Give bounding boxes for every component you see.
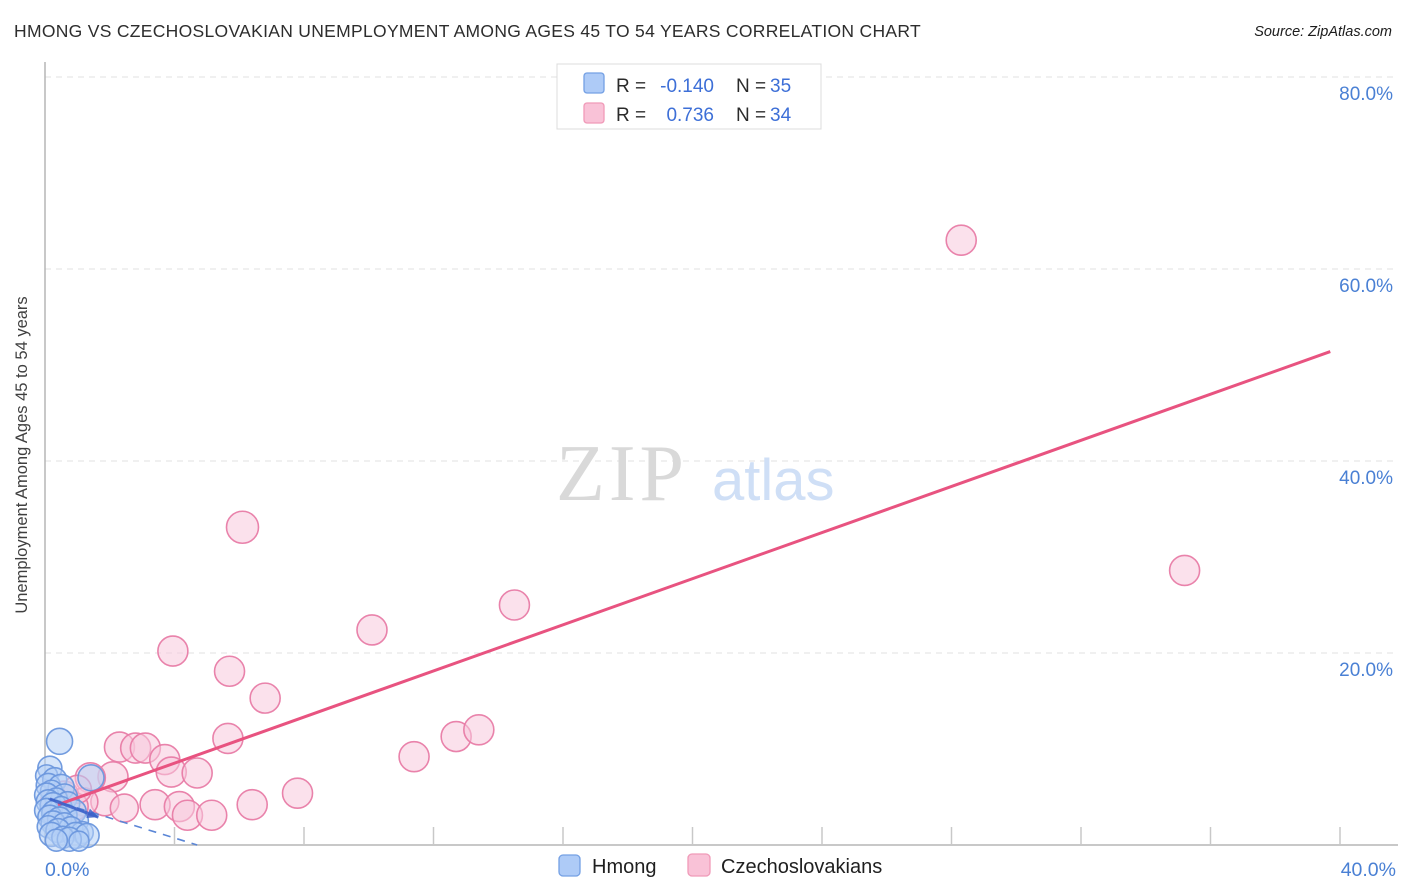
hmong-trendline-arrowhead — [86, 808, 99, 818]
y-axis-label-60: 60.0% — [1339, 276, 1393, 297]
hmong-point — [77, 763, 105, 792]
r-label: R = — [616, 76, 646, 97]
n-value: 35 — [770, 76, 791, 97]
hmong-legend-label: Hmong — [592, 856, 656, 878]
n-label: N = — [736, 105, 766, 126]
n-value: 34 — [770, 105, 792, 126]
czechoslovakian-point — [109, 793, 140, 823]
r-label: R = — [616, 105, 646, 126]
czechoslovakian-point — [213, 655, 246, 688]
x-axis-label-40: 40.0% — [1341, 859, 1396, 881]
czechoslovakian-point — [157, 635, 189, 667]
x-axis-label-0: 0.0% — [45, 859, 89, 881]
blue-legend-swatch — [583, 72, 605, 94]
y-axis-title: Unemployment Among Ages 45 to 54 years — [13, 296, 31, 613]
y-axis-label-80: 80.0% — [1339, 84, 1393, 105]
hmong-legend-swatch — [558, 854, 581, 877]
hmong-point — [45, 727, 74, 756]
y-axis-label-40: 40.0% — [1339, 468, 1393, 489]
czechoslovakian-point — [281, 777, 314, 809]
hmong-point — [68, 830, 90, 852]
czechoslovakian-point — [1168, 554, 1201, 587]
czechoslovakian-point — [398, 740, 430, 773]
r-value: -0.140 — [660, 76, 714, 97]
chart-title: HMONG VS CZECHOSLOVAKIAN UNEMPLOYMENT AM… — [14, 21, 921, 41]
source-attribution: Source: ZipAtlas.com — [1254, 24, 1392, 40]
r-value: 0.736 — [666, 105, 714, 126]
czechoslovakian-point — [945, 224, 978, 256]
czechoslovakian-legend-swatch — [687, 853, 711, 877]
czechoslovakian-point — [463, 713, 495, 746]
czechoslovakian-legend-label: Czechoslovakians — [721, 856, 882, 878]
hmong-point — [44, 828, 69, 853]
watermark-zip: ZIP — [556, 430, 688, 518]
n-label: N = — [736, 76, 766, 97]
czechoslovakian-point — [249, 682, 281, 714]
hmong-trendline-dashed — [48, 798, 198, 846]
watermark-atlas: atlas — [712, 448, 835, 513]
czechoslovakian-point — [195, 799, 228, 832]
czechoslovakian-point — [236, 788, 268, 821]
czechoslovakian-point — [498, 589, 531, 621]
czechoslovakian-trendline — [57, 350, 1331, 807]
czechoslovakian-point — [356, 614, 388, 646]
czechoslovakian-point — [225, 510, 260, 545]
pink-legend-swatch — [583, 102, 605, 124]
y-axis-label-20: 20.0% — [1339, 660, 1393, 681]
czechoslovakian-point — [181, 757, 213, 789]
